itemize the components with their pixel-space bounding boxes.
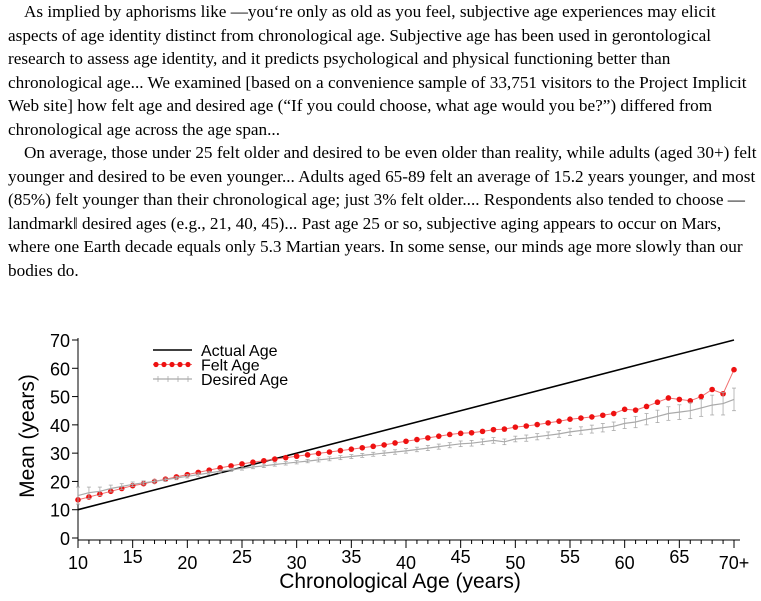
felt-age-point (250, 459, 256, 465)
x-tick-label: 35 (341, 547, 361, 567)
felt-age-line (77, 369, 735, 501)
felt-age-point (228, 463, 234, 469)
felt-age-point (567, 416, 573, 422)
desired-age-line (77, 398, 735, 497)
felt-age-point (392, 440, 398, 446)
actual-age-line (77, 339, 735, 511)
felt-age-point (479, 428, 486, 435)
felt-age-point (315, 450, 322, 457)
x-tick-label: 20 (177, 553, 197, 573)
y-tick-label: 70 (50, 331, 70, 351)
felt-age-point (501, 426, 508, 432)
felt-age-point (621, 406, 628, 413)
felt-age-point (414, 436, 420, 443)
felt-age-point (195, 469, 202, 476)
felt-age-point (654, 399, 661, 406)
x-tick-label: 10 (68, 553, 88, 573)
x-tick-label: 60 (615, 553, 635, 573)
legend-swatch-point (169, 361, 175, 368)
felt-age-point (272, 456, 278, 462)
felt-age-point (600, 412, 606, 419)
felt-age-point (556, 418, 562, 424)
chart-series (75, 339, 737, 511)
felt-age-point (403, 438, 409, 445)
paragraph-2: On average, those under 25 felt older an… (8, 143, 757, 280)
legend-label-actual-age: Actual Age (201, 343, 278, 360)
y-tick-label: 20 (50, 472, 70, 492)
x-tick-label: 25 (232, 547, 252, 567)
felt-age-point (468, 429, 475, 436)
felt-age-point (304, 452, 311, 458)
y-tick-label: 30 (50, 444, 70, 464)
felt-age-point (589, 414, 595, 420)
x-tick-label: 40 (396, 553, 416, 573)
age-chart: 0 10 20 30 40 50 60 70 10 15 20 25 30 35 40 45 50 55 60 65 7… (16, 331, 749, 593)
felt-age-point (348, 446, 355, 452)
felt-age-point (523, 423, 530, 429)
felt-age-point (282, 454, 289, 461)
y-tick-label: 40 (50, 416, 70, 436)
felt-age-point (545, 420, 551, 426)
felt-age-point (359, 444, 366, 451)
felt-age-point (381, 442, 387, 448)
felt-age-point (676, 396, 683, 403)
x-tick-label: 65 (669, 547, 689, 567)
legend-swatch-point (185, 361, 191, 368)
legend-label-desired-age: Desired Age (201, 372, 288, 389)
y-tick-label: 0 (60, 529, 70, 549)
chart-axes: 0 10 20 30 40 50 60 70 10 15 20 25 30 35 40 45 50 55 60 65 7… (50, 331, 749, 573)
felt-age-point (239, 461, 245, 467)
felt-age-point (512, 424, 519, 430)
felt-age-point (326, 449, 333, 455)
legend-label-felt-age: Felt Age (201, 358, 260, 375)
felt-age-point (698, 393, 704, 400)
felt-age-point (293, 453, 300, 460)
y-axis-label: Mean (years) (16, 374, 39, 498)
x-tick-label: 15 (123, 547, 143, 567)
paragraph-1: As implied by aphorisms like —you‘re onl… (8, 2, 747, 139)
x-tick-label: 30 (287, 553, 307, 573)
felt-age-point (534, 421, 540, 428)
felt-age-point (337, 447, 344, 454)
x-tick-label: 45 (451, 547, 471, 567)
felt-age-point (490, 426, 497, 433)
y-tick-label: 60 (50, 359, 70, 379)
felt-age-point (446, 431, 453, 438)
felt-age-point (370, 443, 377, 450)
felt-age-point (610, 410, 617, 417)
x-axis-label: Chronological Age (years) (279, 570, 521, 593)
felt-age-point (261, 457, 267, 464)
felt-age-point (425, 435, 431, 441)
felt-age-point (578, 415, 584, 421)
felt-age-point (731, 366, 737, 373)
legend-swatch-point (153, 361, 159, 368)
article-text: As implied by aphorisms like —you‘re onl… (8, 0, 758, 282)
legend-swatch-point (161, 361, 167, 368)
x-tick-label: 70+ (719, 553, 750, 573)
x-tick-label: 55 (560, 547, 580, 567)
y-tick-label: 10 (50, 501, 70, 521)
felt-age-point (457, 430, 464, 437)
felt-age-point (687, 398, 694, 404)
felt-age-point (632, 407, 639, 413)
felt-age-point (436, 433, 442, 439)
legend-swatch-point (177, 361, 183, 368)
felt-age-point (665, 395, 672, 401)
y-tick-label: 50 (50, 388, 70, 408)
felt-age-point (709, 386, 715, 393)
x-tick-label: 50 (505, 553, 525, 573)
felt-age-point (643, 403, 650, 410)
